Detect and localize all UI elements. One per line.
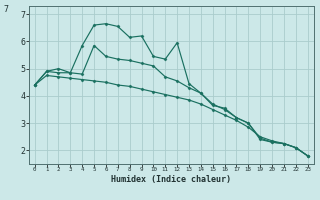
Text: 7: 7 [4, 5, 9, 14]
X-axis label: Humidex (Indice chaleur): Humidex (Indice chaleur) [111, 175, 231, 184]
